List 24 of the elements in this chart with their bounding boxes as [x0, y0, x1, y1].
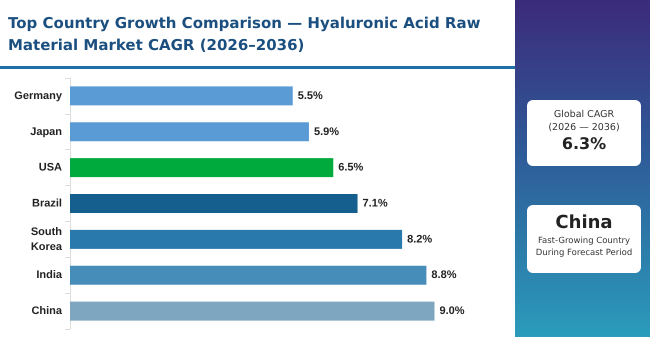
data-label: 8.2% [407, 233, 432, 246]
bar [70, 122, 309, 142]
bar [70, 302, 434, 321]
bar [70, 86, 293, 106]
bar [70, 266, 426, 285]
y-tick-label: Brazil [32, 198, 62, 210]
data-label: 5.9% [314, 126, 340, 138]
y-tick-label: Germany [14, 90, 63, 102]
y-tick-label: South Korea [30, 226, 63, 253]
y-tick-label: India [36, 269, 63, 282]
data-label: 5.5% [298, 90, 324, 102]
bar [70, 194, 358, 213]
data-label: 8.8% [431, 269, 457, 282]
bar [70, 158, 334, 178]
info-card: Global CAGR (2026 — 2036) 6.3% [527, 100, 641, 166]
bar [70, 230, 402, 249]
y-tick-label: China [31, 305, 63, 318]
chart-title: Top Country Growth Comparison — Hyaluronic Acid Raw Material Market CAGR (2026–2036) [8, 13, 482, 56]
y-tick-label: Japan [30, 126, 62, 138]
data-label: 9.0% [440, 305, 465, 318]
y-tick-label: USA [38, 162, 62, 174]
info-card: China Fast-Growing Country During Forecast Period [527, 205, 641, 273]
data-label: 7.1% [362, 198, 388, 210]
data-label: 6.5% [338, 162, 364, 174]
